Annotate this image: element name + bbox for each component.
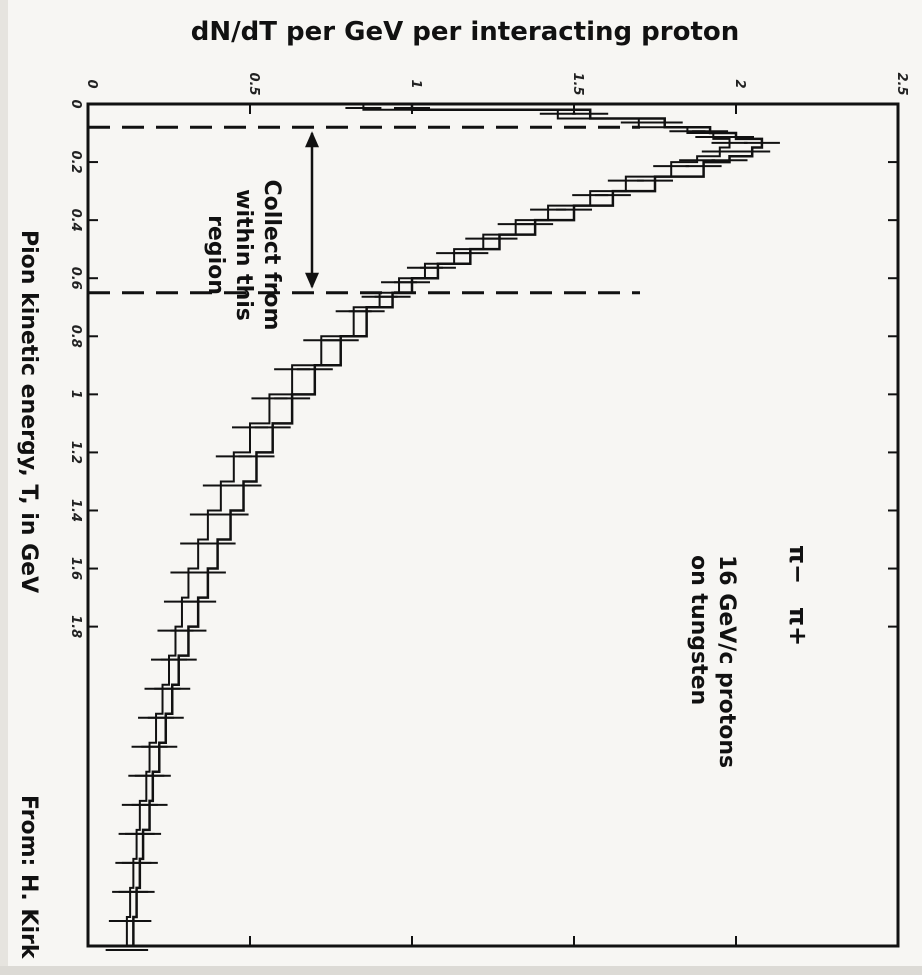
annotation-line-3: region <box>203 215 228 295</box>
x-tick-label: 0.2 <box>68 151 83 174</box>
x-tick-label: 1.6 <box>68 557 83 580</box>
region-arrow-head-top <box>305 131 319 148</box>
annotation-line-2: within this <box>231 189 256 321</box>
annotation-line-1: Collect from <box>259 180 284 331</box>
collection-region <box>88 125 640 295</box>
x-tick-label: 1.2 <box>68 441 83 464</box>
legend-note-line-2: on tungsten <box>686 555 711 705</box>
x-tick-label: 0.8 <box>68 325 83 348</box>
x-tick-label: 0 <box>68 99 83 108</box>
x-axis-title-group: Pion kinetic energy, T, in GeV <box>16 230 41 593</box>
x-tick-label: 1.4 <box>68 499 83 522</box>
legend-entry-pi-minus: π− <box>784 545 812 584</box>
scan-bottom-edge <box>0 966 922 975</box>
x-tick-label: 0.4 <box>68 209 83 232</box>
y-tick-label: 1.5 <box>570 72 585 95</box>
y-tick-label: 0 <box>84 79 99 88</box>
plot-frame <box>86 102 900 948</box>
series-layer <box>105 104 780 951</box>
region-arrow-head-bottom <box>305 272 319 289</box>
y-tick-label: 2 <box>732 79 747 88</box>
scan-left-edge <box>0 0 8 975</box>
y-tick-label: 1 <box>408 79 423 88</box>
collection-annotation: Collect from within this region <box>203 180 284 331</box>
y-tick-label: 0.5 <box>246 72 261 95</box>
legend: π− π+ <box>784 545 812 646</box>
legend-note: 16 GeV/c protons on tungsten <box>686 555 739 768</box>
x-tick-label: 1.8 <box>68 615 83 638</box>
x-tick-label: 0.6 <box>68 267 83 290</box>
legend-entry-pi-plus: π+ <box>784 607 812 646</box>
x-axis-title: Pion kinetic energy, T, in GeV <box>16 230 41 593</box>
x-tick-label: 1 <box>68 390 83 399</box>
series-pi-plus <box>123 104 731 947</box>
credit-group: From: H. Kirk <box>16 795 41 960</box>
credit-text: From: H. Kirk <box>16 795 41 960</box>
ticks-layer: 0 0.2 0.4 0.6 0.8 1 1.2 1.4 1.6 1.8 0 0.5 1 1.5 2 2.5 <box>68 72 909 946</box>
y-axis-title: dN/dT per GeV per interacting proton <box>191 17 740 47</box>
y-tick-label: 2.5 <box>894 72 909 95</box>
legend-note-line-1: 16 GeV/c protons <box>714 555 739 768</box>
